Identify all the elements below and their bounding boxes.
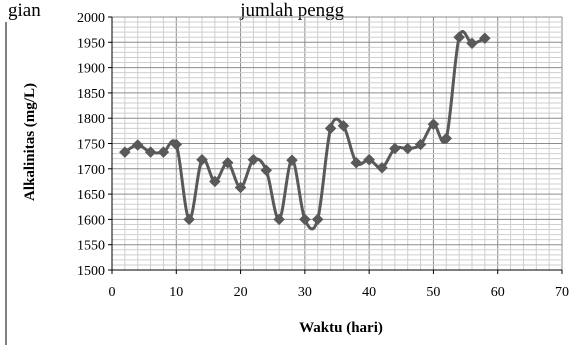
data-point (234, 181, 247, 194)
data-point (376, 161, 388, 174)
x-tick-label: 70 (555, 285, 569, 300)
data-point (119, 146, 131, 158)
y-tick-label: 2000 (77, 11, 105, 26)
data-point (196, 153, 208, 166)
data-point (299, 213, 311, 226)
series-markers (119, 31, 491, 226)
data-point (401, 142, 414, 155)
x-tick-label: 60 (491, 285, 505, 300)
x-tick-label: 30 (298, 285, 312, 300)
y-tick-label: 1500 (77, 264, 105, 279)
x-tick-labels: 0 10 20 30 40 50 60 70 (109, 285, 570, 300)
data-point (273, 213, 285, 226)
y-tick-label: 1950 (77, 36, 105, 51)
data-point (337, 119, 350, 132)
axes (108, 16, 563, 274)
y-tick-label: 1550 (77, 239, 105, 254)
data-point (157, 146, 170, 158)
data-point (131, 139, 144, 151)
data-point (144, 146, 157, 158)
y-tick-label: 1850 (77, 87, 105, 102)
y-tick-label: 1700 (77, 163, 105, 178)
y-tick-label: 1750 (77, 138, 105, 153)
y-tick-labels: 1500 1550 1600 1650 1700 1750 1800 1850 1900 1950… (77, 11, 105, 279)
y-tick-label: 1600 (77, 213, 105, 228)
data-point (350, 156, 363, 169)
y-axis-label: Alkalinitas (mg/L) (22, 83, 38, 201)
x-tick-label: 40 (362, 285, 376, 300)
x-tick-label: 0 (109, 285, 116, 300)
data-point (324, 122, 337, 135)
data-point (170, 138, 183, 151)
data-point (479, 32, 491, 45)
data-point (414, 138, 427, 151)
data-point (286, 154, 298, 167)
data-point (363, 153, 375, 166)
x-tick-label: 50 (426, 285, 440, 300)
y-tick-label: 1650 (77, 188, 105, 203)
data-point (453, 31, 465, 44)
x-tick-label: 10 (169, 285, 183, 300)
y-tick-label: 1900 (77, 62, 105, 77)
data-point (260, 164, 273, 177)
caption-text: gian jumlah pengg (8, 0, 345, 21)
y-tick-label: 1800 (77, 112, 105, 127)
data-point (311, 213, 324, 226)
data-point (389, 142, 401, 155)
data-point (427, 118, 440, 131)
data-point (247, 153, 260, 166)
data-point (221, 156, 234, 169)
x-axis-label: Waktu (hari) (299, 320, 383, 336)
data-point (466, 37, 478, 50)
x-tick-label: 20 (234, 285, 248, 300)
data-point (183, 213, 195, 226)
data-point (440, 132, 453, 145)
data-point (209, 175, 221, 188)
